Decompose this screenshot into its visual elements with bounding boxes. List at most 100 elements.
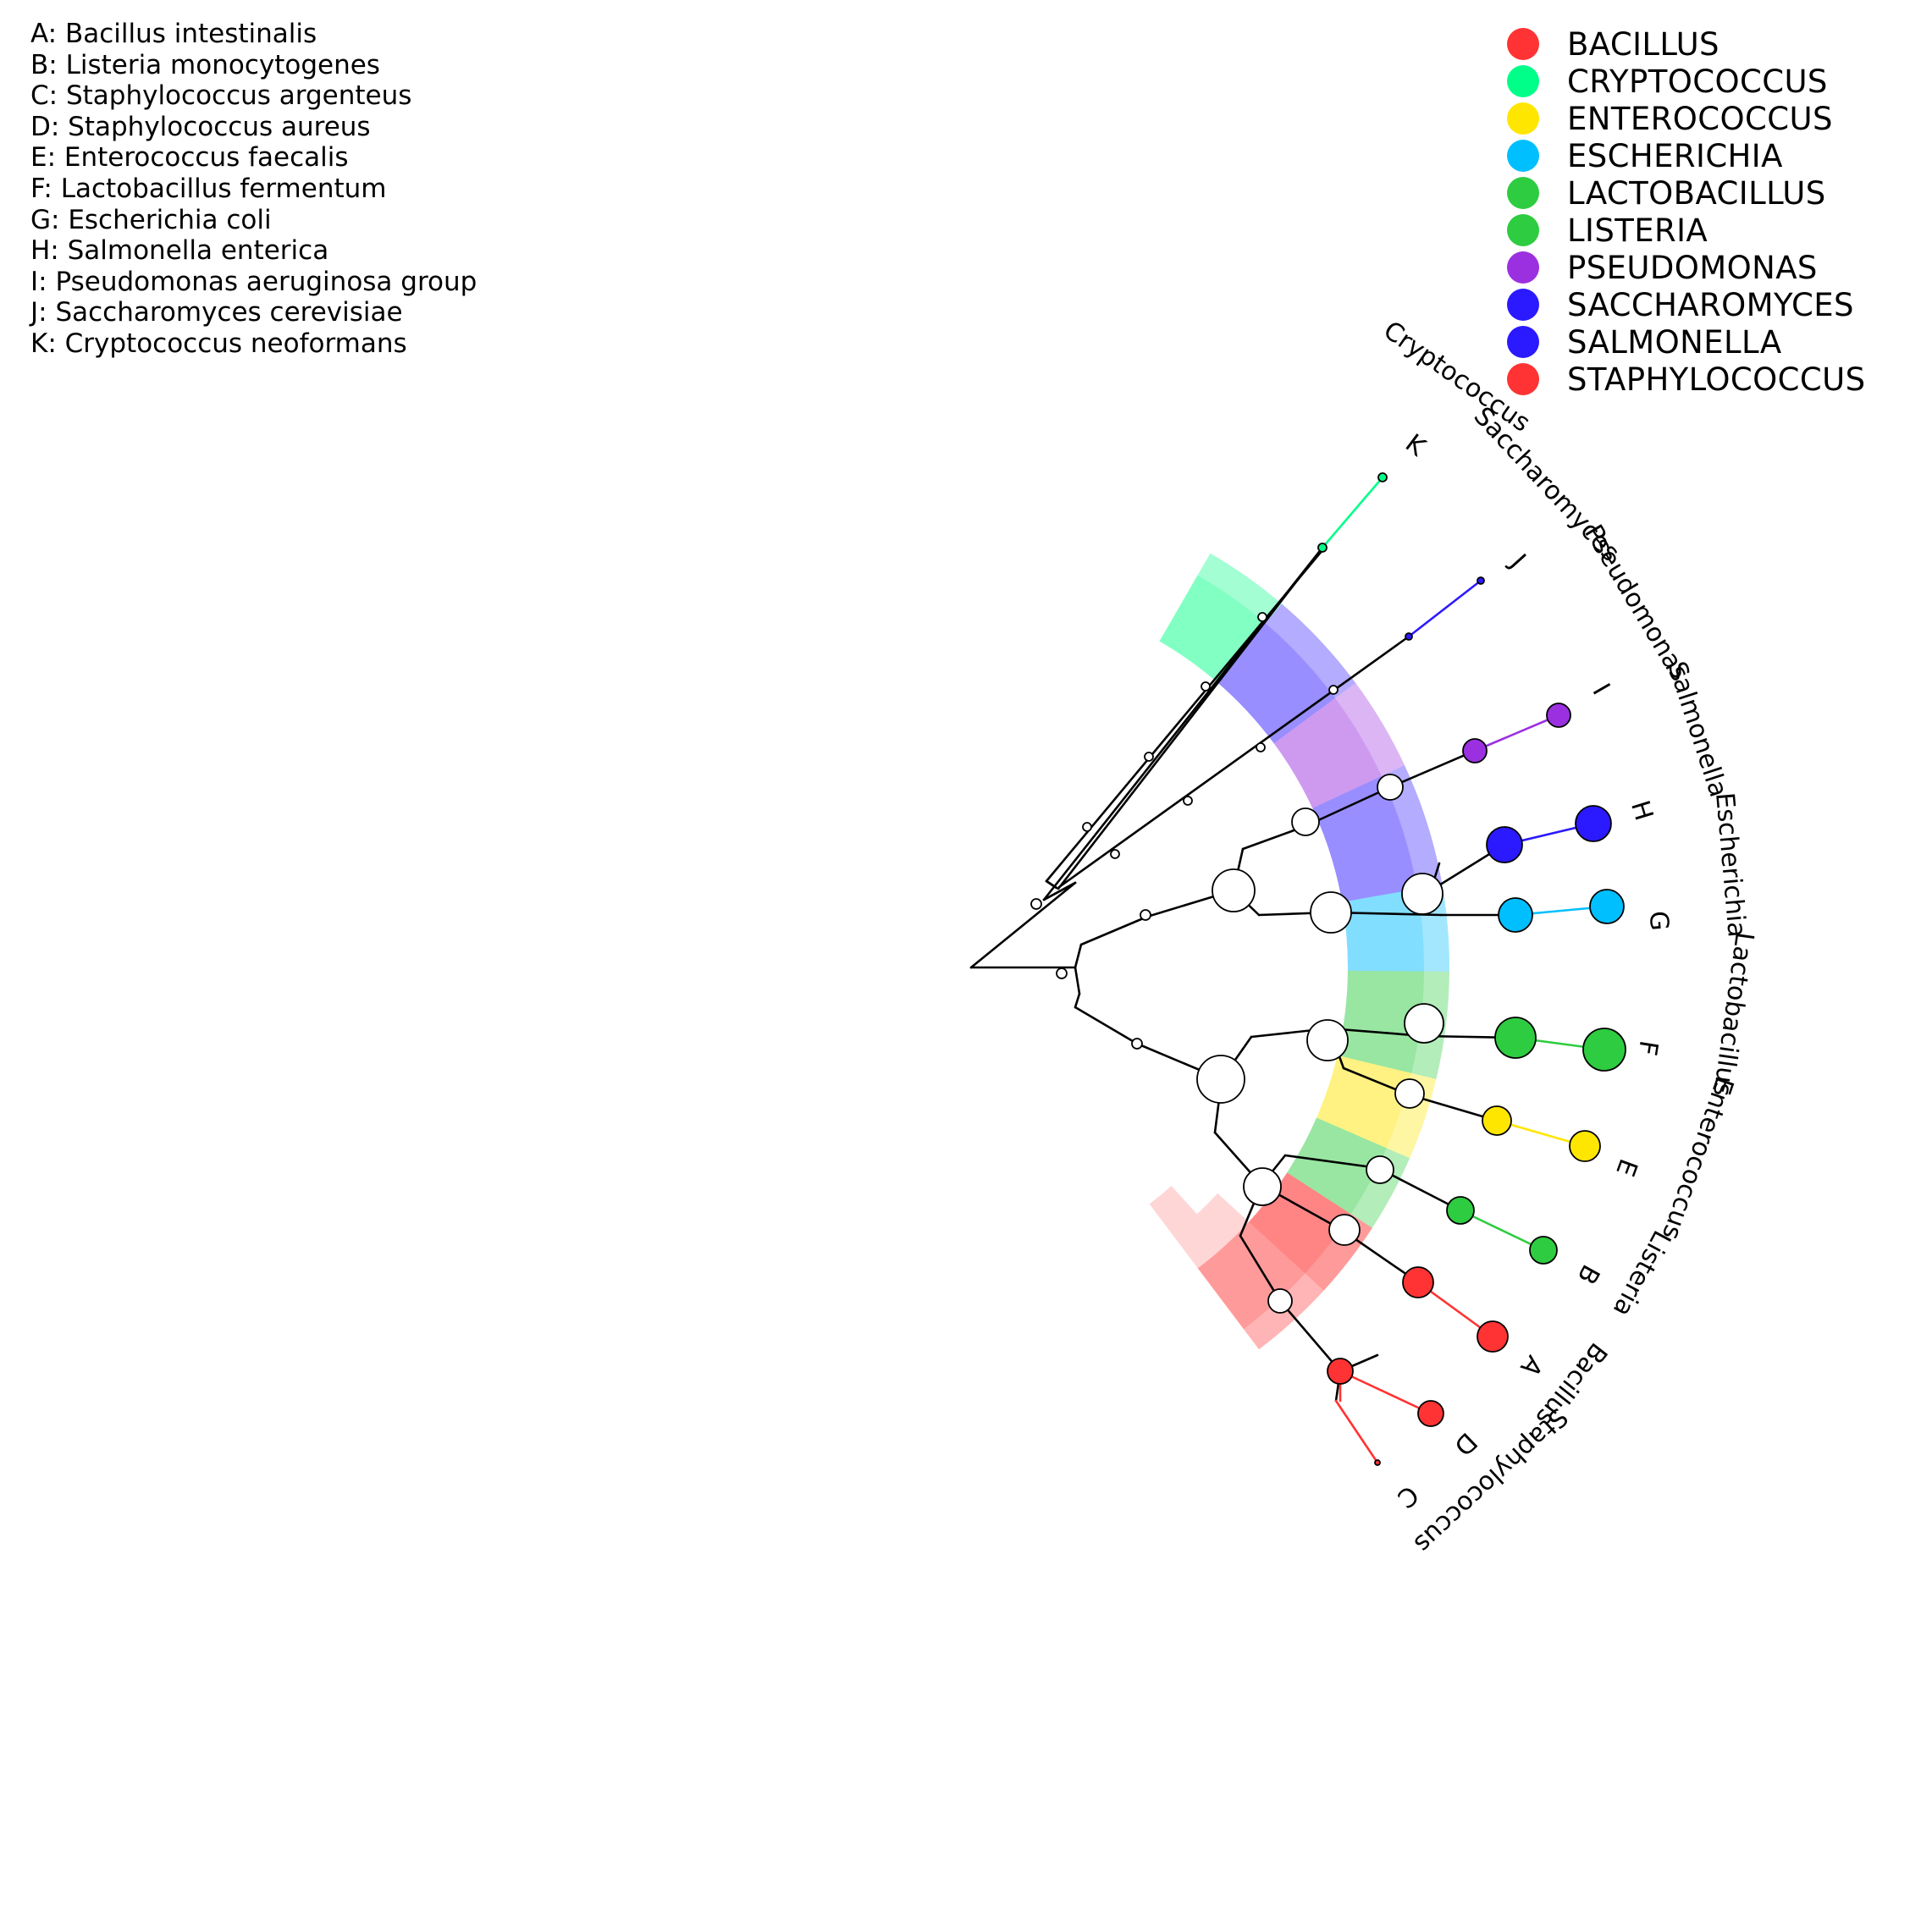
legend-label: ESCHERICHIA — [1567, 137, 1783, 174]
legend-label: SALMONELLA — [1567, 323, 1782, 361]
wedge-outer-pseudo — [1273, 682, 1405, 808]
genus-label-enterococcus: Enterococcus — [1656, 1073, 1739, 1243]
leaf-letter-e: E — [1609, 1155, 1642, 1180]
leaf-letter-d: D — [1448, 1426, 1482, 1461]
legend-label: STAPHYLOCOCCUS — [1567, 361, 1866, 398]
leaf-wedge-lacto — [1337, 970, 1449, 1079]
wedge-band-entero — [1317, 1055, 1412, 1149]
internal-node-4 — [1377, 774, 1404, 801]
branch-3 — [1042, 881, 1077, 901]
legend-dot-lactobacillus — [1507, 177, 1539, 209]
key-entry-a: A: Bacillus intestinalis — [30, 19, 317, 49]
leaf-node-5 — [1546, 703, 1571, 728]
leaf-node-0 — [1317, 543, 1328, 553]
internal-node-small-11 — [1131, 1038, 1143, 1050]
legend-label: LISTERIA — [1567, 212, 1708, 249]
wedge-band-list — [1287, 1117, 1387, 1215]
leaf-node-17 — [1477, 1320, 1509, 1353]
internal-node-small-9 — [1328, 685, 1339, 695]
internal-node-8 — [1394, 1078, 1425, 1109]
wedge-outer-crypto — [1159, 553, 1282, 681]
genus-label-listeria: Listeria — [1607, 1226, 1677, 1322]
wedge-inner-staph-c — [1149, 1186, 1226, 1269]
wedge-band-crypto — [1159, 575, 1266, 681]
legend-dot-saccharomyces — [1507, 289, 1539, 321]
internal-node-small-5 — [1257, 612, 1267, 622]
leaf-letter-j: J — [1503, 548, 1531, 574]
wedge-outer-salm — [1312, 765, 1443, 902]
legend-item-enterococcus: ENTEROCOCCUS — [1507, 100, 1865, 137]
legend-label: CRYPTOCOCCUS — [1567, 63, 1828, 100]
terminal-branch-list — [1459, 1209, 1545, 1252]
leaf-node-4 — [1462, 738, 1488, 763]
internal-node-small-0 — [1056, 967, 1068, 979]
wedge-band-pseudo — [1273, 697, 1382, 808]
legend-item-staphylococcus: STAPHYLOCOCCUS — [1507, 361, 1865, 398]
legend-item-pseudomonas: PSEUDOMONAS — [1507, 249, 1865, 286]
internal-node-2 — [1401, 873, 1443, 915]
terminal-branch-staph-d — [1339, 1370, 1432, 1415]
wedge-outer-bac — [1249, 1172, 1372, 1291]
internal-node-small-8 — [1256, 742, 1266, 752]
leaf-wedge-bac — [1249, 1172, 1372, 1291]
branch-41 — [1278, 1299, 1342, 1373]
internal-node-11 — [1328, 1214, 1361, 1246]
wedge-band-salm — [1312, 775, 1417, 902]
legend-item-salmonella: SALMONELLA — [1507, 323, 1865, 361]
leaf-wedge-salm — [1312, 765, 1443, 902]
wedge-band-lacto — [1337, 970, 1424, 1073]
key-entry-c: C: Staphylococcus argenteus — [30, 80, 412, 112]
internal-node-small-6 — [1110, 849, 1120, 859]
genus-legend: BACILLUS CRYPTOCOCCUS ENTEROCOCCUS ESCHE… — [1507, 25, 1865, 398]
leaf-node-20 — [1374, 1459, 1381, 1466]
internal-node-1 — [1310, 891, 1352, 934]
internal-node-7 — [1404, 1003, 1444, 1044]
leaf-node-3 — [1477, 576, 1485, 585]
tree-nodes — [1030, 472, 1626, 1466]
leaf-node-16 — [1402, 1266, 1434, 1298]
terminal-branch-crypto — [1321, 476, 1384, 549]
branch-24 — [1074, 992, 1081, 1009]
branch-9 — [1057, 635, 1410, 889]
leaf-wedge-staph — [1197, 1245, 1294, 1350]
legend-dot-bacillus — [1507, 28, 1539, 60]
wedge-band-staph — [1197, 1221, 1305, 1330]
wedge-band-esch — [1342, 889, 1424, 972]
branch-8 — [1057, 545, 1325, 890]
key-entry-e: E: Enterococcus faecalis — [30, 142, 349, 174]
legend-item-lactobacillus: LACTOBACILLUS — [1507, 174, 1865, 212]
legend-label: LACTOBACILLUS — [1567, 174, 1826, 212]
key-entry-i: I: Pseudomonas aeruginosa group — [30, 266, 477, 297]
wedge-outer-staph — [1197, 1221, 1324, 1350]
internal-node-6 — [1306, 1019, 1349, 1061]
legend-label: ENTEROCOCCUS — [1567, 100, 1833, 137]
wedge-inner-staph-d — [1196, 1193, 1250, 1246]
key-entry-b: B: Listeria monocytogenes — [30, 49, 380, 80]
legend-label: SACCHAROMYCES — [1567, 286, 1854, 323]
legend-label: PSEUDOMONAS — [1567, 249, 1818, 286]
legend-dot-cryptococcus — [1507, 65, 1539, 97]
wedge-outer-list — [1287, 1117, 1410, 1228]
internal-node-9 — [1243, 1167, 1282, 1206]
key-entry-h: H: Salmonella enterica — [30, 235, 329, 267]
leaf-node-6 — [1486, 826, 1523, 863]
wedge-outer-sacch — [1216, 604, 1356, 744]
legend-dot-pseudomonas — [1507, 251, 1539, 284]
branch-35 — [1283, 1154, 1380, 1170]
internal-node-small-1 — [1030, 898, 1042, 910]
leaf-letter-b: B — [1571, 1259, 1606, 1289]
leaf-letter-i: I — [1586, 679, 1615, 700]
legend-item-bacillus: BACILLUS — [1507, 25, 1865, 63]
genus-label-lactobacillus: Lactobacillus — [1707, 930, 1759, 1098]
leaf-node-18 — [1327, 1358, 1354, 1385]
branch-40 — [1239, 1234, 1282, 1303]
leaf-letter-a: A — [1514, 1350, 1548, 1382]
internal-node-small-2 — [1082, 822, 1092, 832]
species-key: A: Bacillus intestinalis B: Listeria mon… — [30, 19, 477, 360]
leaf-letter-h: H — [1625, 797, 1659, 824]
leaf-node-9 — [1589, 889, 1625, 924]
branch-25 — [1074, 1006, 1139, 1045]
branch-11 — [1079, 915, 1149, 946]
key-entry-d: D: Staphylococcus aureus — [30, 111, 371, 142]
